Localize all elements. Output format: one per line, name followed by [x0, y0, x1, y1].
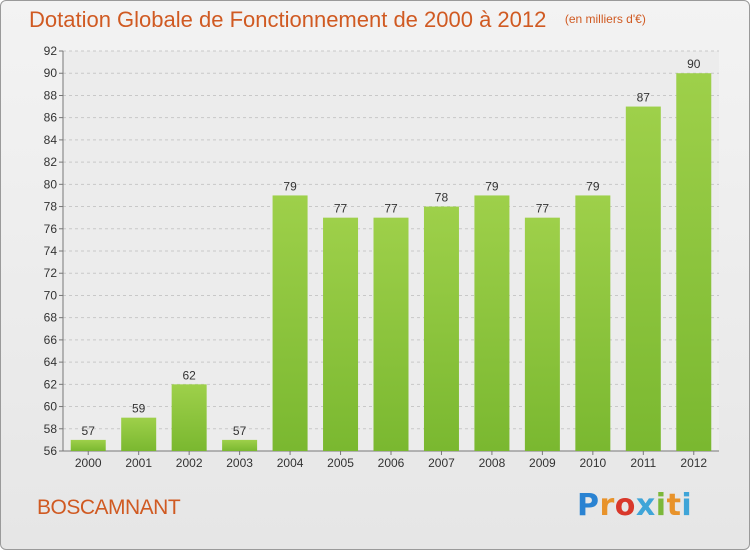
bar-value-label: 59: [132, 402, 146, 416]
bar: [474, 195, 510, 451]
y-tick-label: 76: [44, 222, 58, 236]
x-tick-label: 2012: [680, 456, 707, 470]
y-tick-label: 82: [44, 155, 58, 169]
y-tick-label: 78: [44, 200, 58, 214]
y-tick-label: 84: [44, 133, 58, 147]
x-tick-label: 2001: [125, 456, 152, 470]
logo-letter: i: [655, 488, 667, 523]
bar: [121, 417, 157, 451]
y-tick-label: 72: [44, 266, 58, 280]
y-tick-label: 58: [44, 422, 58, 436]
bar: [272, 195, 308, 451]
chart-title: Dotation Globale de Fonctionnement de 20…: [29, 7, 547, 32]
bar-value-label: 57: [233, 424, 247, 438]
x-tick-label: 2002: [176, 456, 203, 470]
bar: [171, 384, 207, 451]
bar-value-label: 90: [687, 57, 701, 71]
x-tick-label: 2003: [226, 456, 253, 470]
y-tick-label: 88: [44, 88, 58, 102]
y-tick-label: 66: [44, 333, 58, 347]
bar-value-label: 77: [384, 202, 398, 216]
logo-letter: r: [599, 488, 615, 523]
commune-name: BOSCAMNANT: [37, 496, 181, 519]
x-tick-label: 2006: [378, 456, 405, 470]
y-tick-label: 86: [44, 111, 58, 125]
bar: [423, 206, 459, 451]
x-tick-label: 2008: [479, 456, 506, 470]
bar-value-label: 77: [334, 202, 348, 216]
bar-value-label: 87: [637, 91, 651, 105]
proxiti-logo: Proxiti: [577, 488, 692, 523]
y-tick-label: 60: [44, 400, 58, 414]
chart-unit: (en milliers d'€): [564, 12, 646, 26]
bar-value-label: 78: [435, 191, 449, 205]
bar-value-label: 79: [485, 179, 499, 193]
bar: [676, 73, 712, 451]
title-row: Dotation Globale de Fonctionnement de 20…: [29, 7, 646, 33]
bar: [524, 217, 560, 451]
logo-letter: P: [577, 488, 600, 523]
y-tick-label: 90: [44, 66, 58, 80]
logo-letter: o: [614, 488, 636, 523]
x-tick-label: 2011: [630, 456, 656, 470]
bar: [373, 217, 409, 451]
bar-value-label: 79: [586, 179, 600, 193]
y-tick-label: 70: [44, 288, 58, 302]
x-tick-label: 2000: [75, 456, 102, 470]
x-tick-label: 2010: [579, 456, 606, 470]
bar-value-label: 62: [182, 368, 196, 382]
bar: [575, 195, 611, 451]
bar: [70, 439, 106, 451]
bar-value-label: 79: [283, 179, 297, 193]
y-tick-label: 62: [44, 377, 58, 391]
y-tick-label: 74: [44, 244, 58, 258]
logo-letter: t: [666, 488, 682, 523]
y-tick-label: 92: [44, 44, 58, 58]
logo-letter: x: [635, 488, 656, 523]
bar: [625, 106, 661, 452]
logo-letter: i: [681, 488, 693, 523]
y-tick-label: 56: [44, 444, 58, 458]
y-tick-label: 64: [44, 355, 58, 369]
x-tick-label: 2004: [277, 456, 304, 470]
x-tick-label: 2007: [428, 456, 455, 470]
bar: [222, 439, 258, 451]
bar-value-label: 77: [536, 202, 550, 216]
y-tick-label: 80: [44, 177, 58, 191]
y-tick-label: 68: [44, 311, 58, 325]
bar-value-label: 57: [82, 424, 96, 438]
x-tick-label: 2009: [529, 456, 556, 470]
bar: [323, 217, 359, 451]
x-tick-label: 2005: [327, 456, 354, 470]
